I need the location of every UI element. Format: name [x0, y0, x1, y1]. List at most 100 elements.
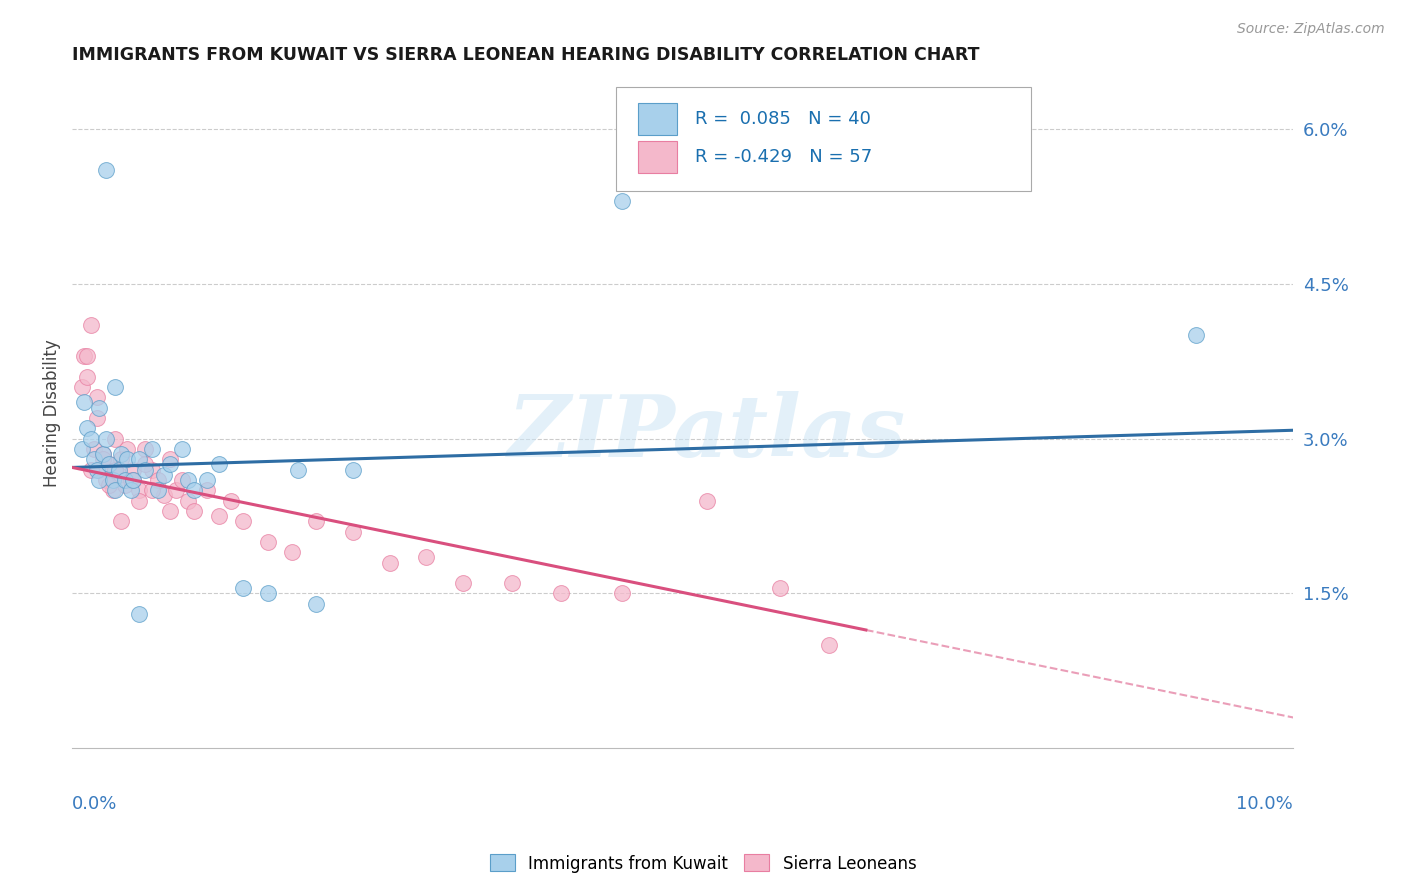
- Point: [122, 473, 145, 487]
- Point: [183, 483, 205, 498]
- Point: [115, 452, 138, 467]
- Text: IMMIGRANTS FROM KUWAIT VS SIERRA LEONEAN HEARING DISABILITY CORRELATION CHART: IMMIGRANTS FROM KUWAIT VS SIERRA LEONEAN…: [72, 46, 980, 64]
- Text: 10.0%: 10.0%: [1236, 796, 1294, 814]
- Point: [115, 442, 138, 456]
- Point: [128, 607, 150, 622]
- Point: [146, 473, 169, 487]
- Point: [79, 462, 101, 476]
- Text: R =  0.085   N = 40: R = 0.085 N = 40: [695, 111, 870, 128]
- Point: [159, 504, 181, 518]
- FancyBboxPatch shape: [616, 87, 1031, 191]
- Point: [114, 473, 136, 487]
- Bar: [637, 141, 676, 173]
- Point: [107, 462, 129, 476]
- Point: [141, 483, 163, 498]
- Point: [91, 452, 114, 467]
- Legend: Immigrants from Kuwait, Sierra Leoneans: Immigrants from Kuwait, Sierra Leoneans: [482, 847, 924, 880]
- Point: [219, 493, 242, 508]
- Point: [342, 462, 364, 476]
- Point: [96, 432, 118, 446]
- Point: [122, 462, 145, 476]
- Point: [73, 395, 96, 409]
- Point: [76, 421, 98, 435]
- Point: [128, 483, 150, 498]
- Point: [107, 467, 129, 482]
- Point: [342, 524, 364, 539]
- Point: [128, 493, 150, 508]
- Point: [91, 447, 114, 461]
- Point: [141, 442, 163, 456]
- Text: Source: ZipAtlas.com: Source: ZipAtlas.com: [1237, 22, 1385, 37]
- Point: [159, 458, 181, 472]
- Point: [232, 514, 254, 528]
- Point: [165, 483, 187, 498]
- Point: [86, 410, 108, 425]
- Point: [183, 504, 205, 518]
- Point: [97, 458, 120, 472]
- Text: 0.0%: 0.0%: [72, 796, 118, 814]
- Point: [87, 473, 110, 487]
- Point: [83, 452, 105, 467]
- Point: [97, 478, 120, 492]
- Point: [120, 483, 142, 498]
- Point: [91, 447, 114, 461]
- Point: [818, 638, 841, 652]
- Point: [550, 586, 572, 600]
- Text: R = -0.429   N = 57: R = -0.429 N = 57: [695, 148, 872, 167]
- Point: [76, 349, 98, 363]
- Point: [96, 162, 118, 177]
- Point: [696, 493, 718, 508]
- Point: [159, 452, 181, 467]
- Point: [110, 452, 132, 467]
- Point: [101, 473, 124, 487]
- Point: [128, 452, 150, 467]
- Point: [134, 458, 156, 472]
- Point: [141, 462, 163, 476]
- Point: [769, 582, 792, 596]
- Point: [1184, 328, 1206, 343]
- Point: [305, 514, 328, 528]
- Point: [86, 390, 108, 404]
- Bar: [637, 103, 676, 136]
- Point: [195, 483, 218, 498]
- Point: [110, 447, 132, 461]
- Text: ZIPatlas: ZIPatlas: [508, 391, 907, 475]
- Point: [281, 545, 304, 559]
- Point: [104, 483, 127, 498]
- Point: [87, 401, 110, 415]
- Point: [378, 556, 401, 570]
- Point: [153, 488, 176, 502]
- Point: [256, 534, 278, 549]
- Y-axis label: Hearing Disability: Hearing Disability: [44, 339, 60, 486]
- Point: [172, 442, 194, 456]
- Point: [451, 576, 474, 591]
- Point: [122, 473, 145, 487]
- Point: [79, 318, 101, 332]
- Point: [86, 462, 108, 476]
- Point: [208, 508, 231, 523]
- Point: [110, 514, 132, 528]
- Point: [195, 473, 218, 487]
- Point: [73, 349, 96, 363]
- Point: [134, 462, 156, 476]
- Point: [79, 432, 101, 446]
- Point: [104, 462, 127, 476]
- Point: [96, 473, 118, 487]
- Point: [172, 473, 194, 487]
- Point: [153, 467, 176, 482]
- Point: [208, 458, 231, 472]
- Point: [134, 442, 156, 456]
- Point: [83, 442, 105, 456]
- Point: [120, 473, 142, 487]
- Point: [177, 473, 200, 487]
- Point: [70, 380, 93, 394]
- Point: [146, 483, 169, 498]
- Point: [610, 586, 633, 600]
- Point: [114, 478, 136, 492]
- Point: [501, 576, 523, 591]
- Point: [610, 194, 633, 208]
- Point: [232, 582, 254, 596]
- Point: [97, 458, 120, 472]
- Point: [256, 586, 278, 600]
- Point: [177, 493, 200, 508]
